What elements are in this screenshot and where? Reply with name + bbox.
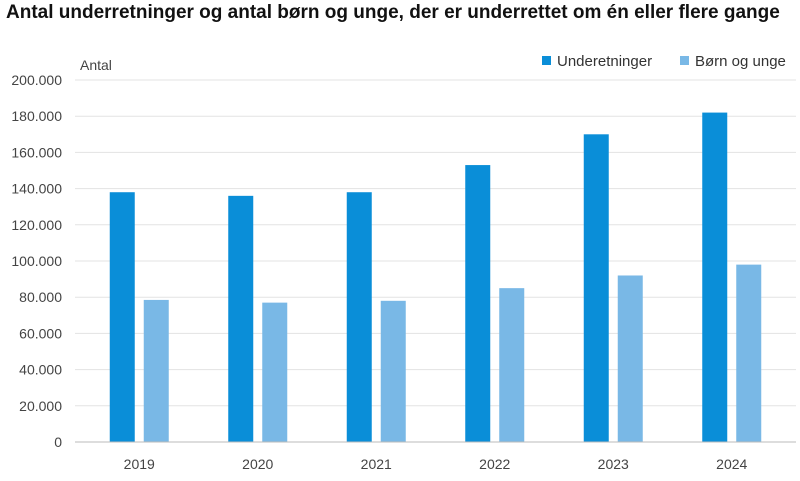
x-axis-ticks: 2019 2020 2021 2022 2023 2024	[124, 456, 748, 472]
bar-underretninger-2021	[346, 192, 372, 442]
legend-swatch	[542, 56, 551, 65]
y-axis-ticks: 0 20.000 40.000 60.000 80.000 100.000 120.000 1…	[11, 72, 62, 450]
legend-label: Børn og unge	[695, 53, 786, 70]
y-tick-label: 40.000	[19, 362, 62, 378]
bar-underretninger-2022	[465, 165, 491, 442]
bar-underretninger-2019	[109, 192, 135, 442]
bar-underretninger-2020	[228, 195, 254, 442]
x-tick-label: 2024	[716, 456, 747, 472]
y-tick-label: 0	[54, 434, 62, 450]
bar-born-og-unge-2020	[262, 302, 288, 442]
bar-born-og-unge-2022	[499, 288, 525, 442]
y-tick-label: 60.000	[19, 325, 62, 341]
y-tick-label: 80.000	[19, 289, 62, 305]
y-tick-label: 100.000	[11, 253, 62, 269]
y-tick-label: 140.000	[11, 181, 62, 197]
x-tick-label: 2019	[124, 456, 155, 472]
x-tick-label: 2022	[479, 456, 510, 472]
bar-born-og-unge-2019	[143, 299, 169, 442]
x-tick-label: 2021	[361, 456, 392, 472]
y-tick-label: 160.000	[11, 144, 62, 160]
y-tick-label: 180.000	[11, 108, 62, 124]
bar-underretninger-2024	[702, 112, 728, 442]
bar-born-og-unge-2021	[380, 300, 406, 442]
y-tick-label: 200.000	[11, 72, 62, 88]
bar-underretninger-2023	[583, 134, 609, 443]
x-tick-label: 2020	[242, 456, 273, 472]
bar-born-og-unge-2023	[617, 275, 643, 442]
x-tick-label: 2023	[598, 456, 629, 472]
y-tick-label: 120.000	[11, 217, 62, 233]
gridlines	[75, 79, 796, 407]
legend: Underetninger Børn og unge	[542, 53, 786, 70]
y-tick-label: 20.000	[19, 398, 62, 414]
chart-title: Antal underretninger og antal børn og un…	[6, 2, 780, 23]
bars	[109, 112, 762, 443]
legend-swatch	[680, 56, 689, 65]
bar-born-og-unge-2024	[736, 264, 762, 442]
y-axis-label: Antal	[80, 57, 112, 73]
legend-label: Underetninger	[557, 53, 652, 70]
